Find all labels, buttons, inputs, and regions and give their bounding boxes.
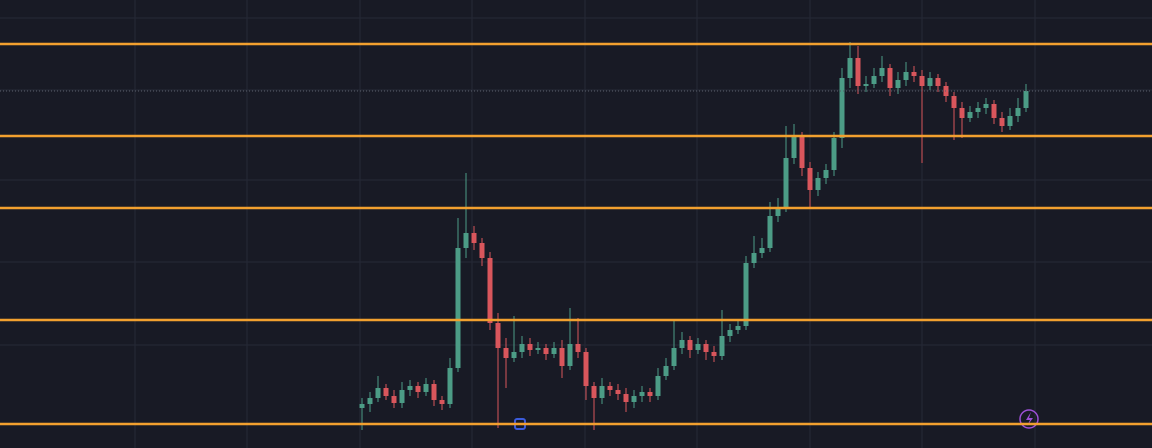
candle-body (1015, 108, 1021, 116)
candle-body (511, 352, 517, 358)
candle-body (647, 392, 653, 396)
candle-body (935, 78, 941, 86)
candle-body (439, 400, 445, 404)
candle-body (983, 104, 989, 108)
candle-body (583, 352, 589, 386)
candle-body (391, 396, 397, 403)
candle-body (903, 72, 909, 80)
candle-body (911, 72, 917, 76)
lightning-icon[interactable] (1019, 409, 1039, 429)
candle-body (1023, 91, 1029, 108)
candle-body (463, 233, 469, 248)
candle-body (383, 388, 389, 396)
candle-body (767, 216, 773, 248)
candle-body (543, 348, 549, 354)
candle-body (399, 390, 405, 403)
candle-body (655, 376, 661, 396)
candle-body (615, 390, 621, 394)
candle-body (487, 258, 493, 323)
candle-body (375, 388, 381, 398)
candle-body (871, 76, 877, 84)
candle-body (751, 253, 757, 263)
candle-body (551, 348, 557, 354)
candle-body (607, 386, 613, 390)
candle-body (759, 248, 765, 253)
candle-body (671, 348, 677, 366)
candle-body (455, 248, 461, 368)
candle-body (599, 386, 605, 398)
candle-body (839, 78, 845, 138)
candle-body (887, 68, 893, 88)
candle-body (743, 263, 749, 326)
candle-body (847, 58, 853, 78)
candle-body (431, 384, 437, 400)
candle-body (711, 352, 717, 356)
candle-body (703, 344, 709, 352)
candle-body (591, 386, 597, 398)
candle-body (855, 58, 861, 86)
candle-body (927, 78, 933, 86)
candle-body (359, 404, 365, 408)
candle-body (823, 170, 829, 178)
candle-body (687, 340, 693, 350)
candle-body (959, 108, 965, 118)
candle-body (527, 344, 533, 350)
candle-body (879, 68, 885, 76)
candle-body (695, 344, 701, 350)
candle-body (479, 243, 485, 258)
candle-body (663, 366, 669, 376)
candle-body (1007, 116, 1013, 126)
candle-body (895, 80, 901, 88)
candle-body (719, 336, 725, 356)
candle-body (919, 76, 925, 86)
candle-body (863, 84, 869, 86)
candle-body (975, 108, 981, 112)
candle-body (967, 112, 973, 118)
candle-body (367, 398, 373, 404)
candle-body (503, 348, 509, 358)
candle-body (807, 168, 813, 190)
candle-body (775, 208, 781, 216)
candle-body (623, 394, 629, 402)
candle-body (415, 386, 421, 392)
candle-body (447, 368, 453, 404)
candle-body (575, 344, 581, 352)
candle-body (951, 96, 957, 108)
candle-body (735, 326, 741, 330)
candle-body (799, 136, 805, 168)
candles (359, 42, 1029, 430)
candle-body (559, 348, 565, 366)
candle-body (631, 396, 637, 402)
candle-body (423, 384, 429, 392)
candle-body (783, 158, 789, 208)
candle-body (639, 392, 645, 396)
candle-body (471, 233, 477, 243)
candle-body (991, 104, 997, 118)
candle-body (679, 340, 685, 348)
candle-body (535, 348, 541, 350)
candle-body (831, 138, 837, 170)
candle-body (495, 323, 501, 348)
candle-body (407, 386, 413, 390)
candle-body (519, 344, 525, 352)
candle-body (727, 330, 733, 336)
candle-body (815, 178, 821, 190)
candle-body (567, 344, 573, 366)
candle-body (999, 118, 1005, 126)
candle-body (791, 136, 797, 158)
